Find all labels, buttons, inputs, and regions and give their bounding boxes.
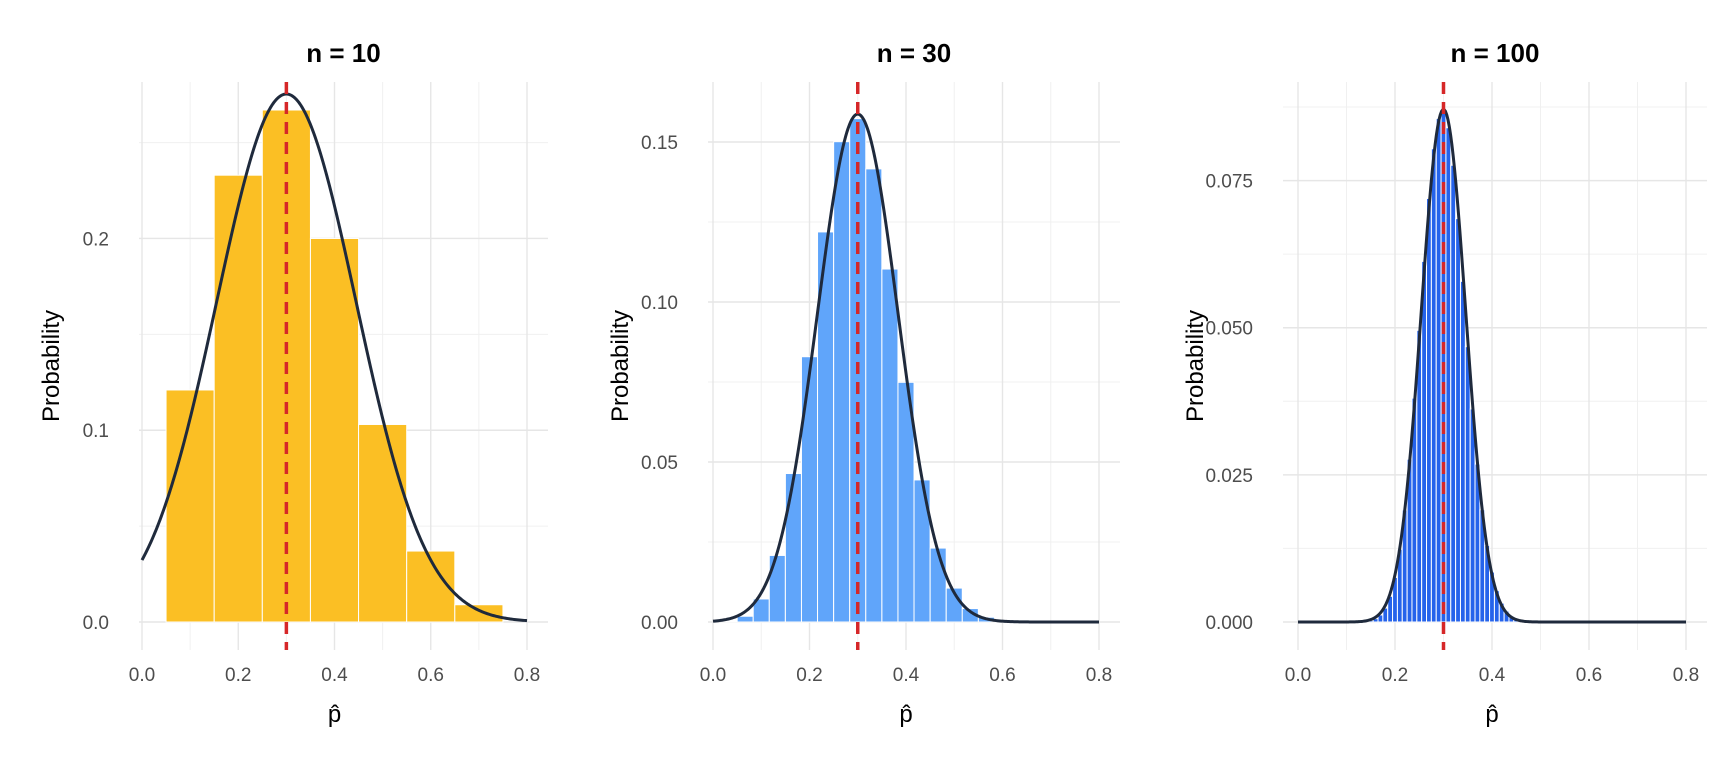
bar	[865, 168, 883, 623]
y-tick-label: 0.000	[1205, 613, 1253, 634]
x-tick-label: 0.4	[893, 665, 920, 686]
panel-n-30: n = 30 0.000.050.100.15 0.0 0.2 0.4 0.6 0.8 …	[607, 38, 1120, 728]
bar	[1459, 280, 1466, 623]
bar	[833, 141, 851, 623]
curve-layer	[1297, 108, 1687, 624]
bar	[1464, 346, 1471, 623]
y-tick-label: 0.1	[83, 421, 109, 442]
x-tick-label: 0.8	[514, 665, 540, 686]
y-axis-title: Probability	[607, 310, 634, 422]
bar	[1426, 197, 1432, 623]
y-tick-label: 0.075	[1205, 172, 1253, 193]
panel-title: n = 100	[1451, 38, 1540, 68]
bar	[881, 268, 899, 623]
bar	[736, 615, 754, 623]
x-axis-title: p̂	[1485, 701, 1498, 728]
bar	[1430, 148, 1437, 623]
y-tick-label: 0.00	[641, 613, 678, 634]
x-tick-labels: 0.0 0.2 0.4 0.6 0.8	[700, 665, 1112, 686]
x-tick-label: 0.2	[225, 665, 251, 686]
normal-curve	[712, 112, 1100, 624]
bar	[454, 604, 504, 623]
x-tick-label: 0.6	[989, 665, 1015, 686]
y-tick-labels: 0.00 0.05 0.10 0.15	[641, 133, 678, 634]
y-tick-label: 0.050	[1205, 319, 1253, 340]
x-axis-title: p̂	[899, 701, 912, 728]
x-tick-label: 0.2	[1382, 665, 1408, 686]
y-tick-labels: 0.0 0.1 0.2	[83, 229, 109, 634]
x-tick-label: 0.8	[1086, 665, 1112, 686]
panel-title: n = 10	[306, 38, 380, 68]
panel-n-10: n = 10 0.0 0.1 0.2 0.0 0.2 0.4 0.6 0.8 p̂ Prob…	[38, 38, 548, 728]
bars	[1362, 110, 1529, 623]
curve-layer	[140, 92, 528, 623]
y-tick-labels: 0.000 0.025 0.050 0.075	[1205, 172, 1253, 634]
normal-curve	[1297, 108, 1687, 624]
bar	[213, 174, 263, 623]
bar	[929, 547, 947, 623]
bar	[358, 423, 408, 623]
bar	[165, 389, 215, 623]
curve-layer	[712, 112, 1100, 624]
x-tick-label: 0.6	[1576, 665, 1602, 686]
bar	[784, 473, 802, 623]
bar	[800, 356, 819, 623]
x-axis-title: p̂	[328, 701, 341, 728]
x-tick-label: 0.0	[1285, 665, 1311, 686]
y-tick-label: 0.05	[641, 453, 678, 474]
x-tick-label: 0.8	[1673, 665, 1699, 686]
y-tick-label: 0.0	[83, 613, 109, 634]
x-tick-label: 0.0	[129, 665, 155, 686]
panel-title: n = 30	[877, 38, 951, 68]
bar	[1450, 164, 1457, 623]
x-tick-label: 0.0	[700, 665, 726, 686]
x-tick-label: 0.2	[796, 665, 822, 686]
x-tick-label: 0.4	[321, 665, 348, 686]
y-axis-title: Probability	[1182, 310, 1209, 422]
bar	[309, 237, 360, 623]
x-tick-labels: 0.0 0.2 0.4 0.6 0.8	[1285, 665, 1699, 686]
bar	[1445, 127, 1452, 623]
x-tick-label: 0.6	[418, 665, 444, 686]
bars	[720, 118, 1012, 623]
bar	[1455, 218, 1461, 623]
y-axis-title: Probability	[38, 310, 65, 422]
x-tick-labels: 0.0 0.2 0.4 0.6 0.8	[129, 665, 540, 686]
y-tick-label: 0.15	[641, 133, 678, 154]
normal-curve	[140, 92, 528, 623]
y-tick-label: 0.10	[641, 293, 678, 314]
grid	[1283, 82, 1707, 650]
bar	[1435, 117, 1442, 623]
y-tick-label: 0.025	[1205, 466, 1253, 487]
x-tick-label: 0.4	[1479, 665, 1506, 686]
y-tick-label: 0.2	[83, 229, 109, 250]
